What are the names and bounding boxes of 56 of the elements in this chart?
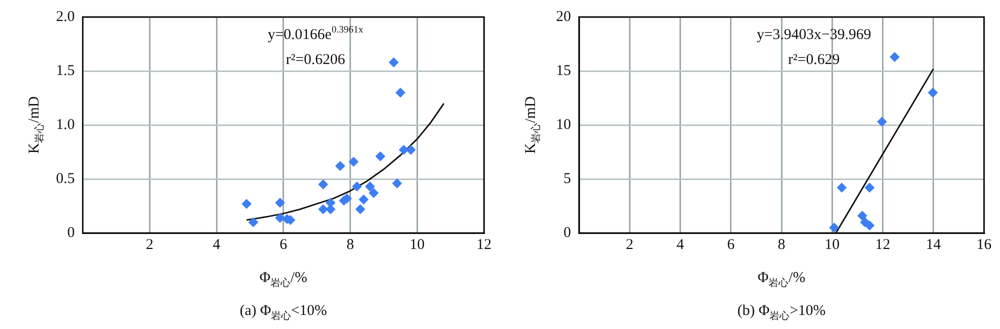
point bbox=[857, 210, 868, 221]
point bbox=[398, 144, 409, 155]
point bbox=[242, 198, 252, 209]
x-tick-label: 10 bbox=[824, 236, 840, 253]
point bbox=[388, 57, 399, 68]
annotation: r²=0.6206 bbox=[286, 52, 346, 68]
point bbox=[355, 204, 366, 214]
point bbox=[375, 151, 386, 162]
point bbox=[275, 198, 286, 208]
x-tick-label: 12 bbox=[476, 236, 492, 253]
y-tick-label: 0 bbox=[67, 224, 75, 241]
y-tick-label: 5 bbox=[564, 170, 571, 187]
point bbox=[275, 212, 286, 223]
x-tick-label: 2 bbox=[626, 236, 634, 253]
point bbox=[248, 217, 258, 228]
point bbox=[335, 161, 346, 172]
annotation: y=3.9403x−39.969 bbox=[756, 26, 872, 43]
x-tick-label: 8 bbox=[346, 236, 354, 253]
y-tick-label: 0 bbox=[564, 224, 571, 241]
point bbox=[392, 178, 402, 188]
point bbox=[829, 222, 840, 233]
y-tick-label: 20 bbox=[556, 8, 571, 25]
point bbox=[890, 52, 900, 62]
point bbox=[928, 88, 938, 98]
x-tick-label: 12 bbox=[875, 236, 890, 253]
x-tick-label: 8 bbox=[778, 236, 786, 253]
point bbox=[318, 179, 328, 190]
point bbox=[318, 204, 328, 214]
point bbox=[358, 194, 369, 205]
y-tick-label: 2.0 bbox=[56, 8, 75, 25]
x-tick-label: 16 bbox=[976, 236, 992, 253]
y-tick-label: 0.5 bbox=[56, 170, 75, 187]
point bbox=[864, 182, 875, 193]
x-tick-label: 4 bbox=[212, 236, 221, 253]
y-tick-label: 1.5 bbox=[56, 62, 75, 79]
annotation: r²=0.629 bbox=[788, 52, 840, 68]
y-tick-label: 15 bbox=[556, 62, 571, 79]
y-axis-title: K岩心/mD bbox=[26, 96, 46, 154]
x-tick-label: 6 bbox=[280, 236, 288, 253]
point bbox=[876, 116, 887, 127]
point bbox=[348, 156, 359, 167]
point bbox=[836, 182, 847, 193]
point bbox=[406, 144, 416, 155]
y-axis-title: K岩心/mD bbox=[522, 96, 542, 154]
x-tick-label: 6 bbox=[727, 236, 736, 253]
point bbox=[395, 88, 406, 98]
point bbox=[864, 220, 875, 230]
point bbox=[364, 182, 375, 192]
point bbox=[368, 188, 379, 198]
x-tick-label: 2 bbox=[146, 236, 154, 253]
x-tick-label: 10 bbox=[410, 236, 425, 253]
x-tick-label: 4 bbox=[676, 236, 684, 253]
point bbox=[352, 182, 362, 192]
y-tick-label: 10 bbox=[556, 116, 571, 133]
y-tick-label: 1.0 bbox=[56, 116, 75, 133]
x-tick-label: 14 bbox=[926, 236, 942, 253]
